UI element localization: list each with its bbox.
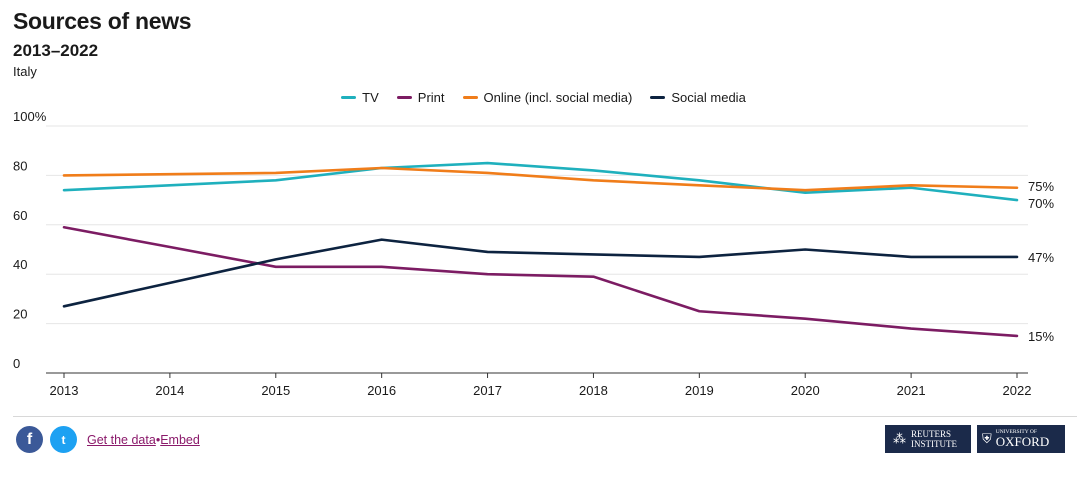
legend-label-print: Print	[417, 90, 445, 105]
y-tick-label: 40	[13, 257, 27, 272]
x-tick-label: 2014	[155, 383, 184, 398]
reuters-dots-icon: ⁂	[893, 431, 906, 446]
legend-swatch-tv	[341, 96, 357, 99]
y-tick-label: 20	[13, 307, 27, 322]
legend-item-print[interactable]: Print	[396, 90, 445, 105]
x-tick-label: 2019	[685, 383, 714, 398]
facebook-share-button[interactable]: f	[16, 426, 43, 453]
end-value-label: 70%	[1028, 196, 1054, 211]
x-tick-label: 2022	[1003, 383, 1032, 398]
twitter-share-button[interactable]: t	[50, 426, 77, 453]
y-tick-label: 80	[13, 158, 27, 173]
line-chart: 0 20 40 60 80 100% 2013 2014 2015 2016 2017 2018 201…	[13, 109, 1054, 398]
legend-label-tv: TV	[362, 90, 379, 105]
chart-title: Sources of news	[13, 8, 192, 34]
link-separator: •	[155, 433, 161, 447]
end-value-label: 15%	[1028, 329, 1054, 344]
y-tick-label: 60	[13, 208, 27, 223]
reuters-logo-line1: REUTERS	[911, 429, 952, 439]
x-tick-label: 2013	[50, 383, 79, 398]
x-tick-label: 2015	[261, 383, 290, 398]
chart-subtitle: 2013–2022	[13, 41, 99, 60]
legend-item-social-media[interactable]: Social media	[650, 90, 746, 105]
legend-swatch-social-media	[650, 96, 666, 99]
facebook-icon: f	[26, 430, 33, 448]
end-value-label: 75%	[1028, 179, 1054, 194]
oxford-crest-icon: ⛨	[982, 431, 992, 446]
embed-link[interactable]: Embed	[160, 433, 200, 447]
get-data-link[interactable]: Get the data	[87, 433, 156, 447]
legend-item-tv[interactable]: TV	[341, 90, 379, 105]
series-line-print	[62, 225, 1019, 338]
x-tick-label: 2021	[897, 383, 926, 398]
reuters-institute-logo[interactable]: ⁂ REUTERS INSTITUTE	[885, 425, 971, 453]
legend-swatch-print	[396, 96, 412, 99]
legend-label-online: Online (incl. social media)	[483, 90, 633, 105]
series-line-tv	[62, 161, 1019, 202]
legend-swatch-online	[462, 96, 478, 99]
x-tick-label: 2016	[367, 383, 396, 398]
x-tick-label: 2018	[579, 383, 608, 398]
y-tick-label: 100%	[13, 109, 47, 124]
oxford-logo-line1: UNIVERSITY OF	[995, 429, 1037, 435]
footer-divider	[13, 416, 1077, 417]
legend-item-online[interactable]: Online (incl. social media)	[462, 90, 633, 105]
x-tick-label: 2020	[791, 383, 820, 398]
y-tick-label: 0	[13, 356, 20, 371]
series-line-online-incl-social-media	[62, 166, 1019, 192]
x-tick-label: 2017	[473, 383, 502, 398]
oxford-university-logo[interactable]: ⛨ UNIVERSITY OF OXFORD	[977, 425, 1065, 453]
oxford-logo-line2: OXFORD	[995, 434, 1050, 449]
legend-label-social-media: Social media	[671, 90, 746, 105]
end-value-label: 47%	[1028, 250, 1054, 265]
reuters-logo-line2: INSTITUTE	[911, 439, 957, 449]
region-label: Italy	[13, 64, 37, 79]
legend: TV Print Online (incl. social media) Soc…	[0, 90, 1087, 105]
series-line-social-media	[62, 238, 1019, 308]
footer-links: Get the data•Embed	[87, 433, 200, 447]
twitter-icon: t	[61, 432, 66, 447]
